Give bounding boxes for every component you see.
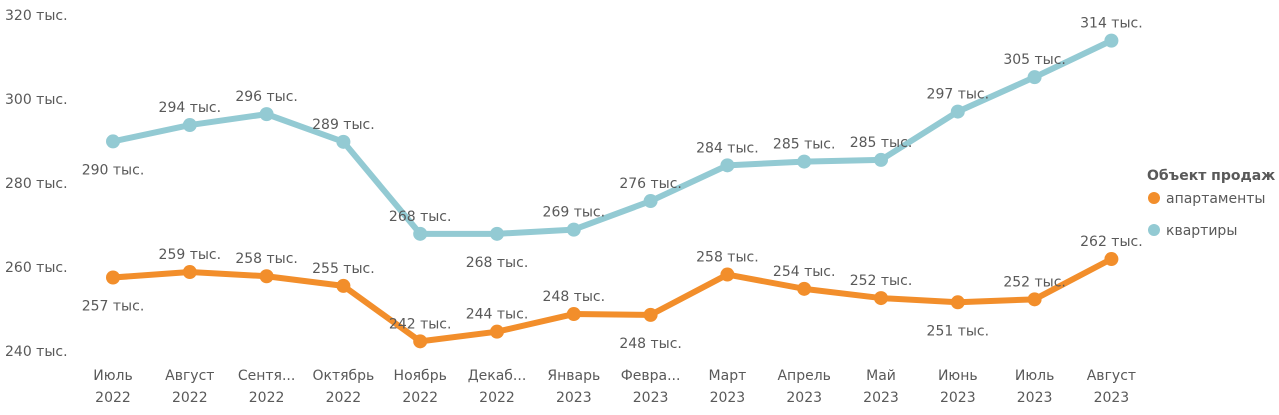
- data-point: [797, 154, 812, 169]
- data-point: [874, 152, 888, 167]
- x-tick-label: Июнь 2023: [938, 368, 978, 406]
- data-point: [1104, 33, 1119, 48]
- x-tick-label: Май 2023: [863, 368, 899, 406]
- data-label: 262 тыс.: [1080, 234, 1143, 250]
- data-point: [259, 269, 274, 284]
- series-line-апартаменты: [110, 256, 1115, 345]
- x-tick-label: Февра... 2023: [621, 368, 681, 406]
- data-point: [874, 291, 888, 306]
- data-label: 268 тыс.: [389, 209, 452, 225]
- data-point: [336, 134, 351, 149]
- data-point: [182, 118, 197, 133]
- data-point: [950, 104, 965, 119]
- data-point: [643, 194, 658, 209]
- data-label: 252 тыс.: [1003, 274, 1066, 290]
- data-label: 314 тыс.: [1080, 16, 1143, 32]
- data-point: [490, 226, 504, 241]
- data-label: 258 тыс.: [235, 251, 298, 267]
- x-tick-label: Ноябрь 2022: [394, 368, 447, 406]
- data-label: 257 тыс.: [82, 299, 145, 315]
- data-point: [1027, 70, 1042, 85]
- data-label: 251 тыс.: [927, 323, 990, 339]
- data-label: 285 тыс.: [773, 137, 836, 153]
- data-point: [797, 281, 812, 296]
- data-label: 294 тыс.: [159, 100, 222, 116]
- series-line-квартиры: [110, 37, 1115, 237]
- data-label: 242 тыс.: [389, 316, 452, 332]
- data-point: [566, 222, 581, 237]
- data-label: 252 тыс.: [850, 273, 913, 289]
- legend-label: апартаменты: [1166, 191, 1265, 207]
- x-tick-label: Март 2023: [709, 368, 747, 406]
- legend-title: Объект продаж: [1147, 168, 1275, 184]
- data-label: 269 тыс.: [543, 205, 606, 221]
- data-point: [720, 267, 735, 282]
- legend-label: квартиры: [1166, 223, 1237, 239]
- x-tick-label: Август 2022: [165, 368, 214, 406]
- data-point: [720, 158, 735, 173]
- data-point: [182, 265, 197, 280]
- data-label: 289 тыс.: [312, 117, 375, 133]
- x-tick-label: Сентя... 2022: [238, 368, 295, 406]
- data-label: 248 тыс.: [543, 289, 606, 305]
- data-label: 254 тыс.: [773, 264, 836, 280]
- data-label: 297 тыс.: [927, 87, 990, 103]
- legend-marker: [1148, 224, 1160, 236]
- y-tick-label: 300 тыс.: [5, 92, 68, 108]
- data-point: [950, 295, 965, 310]
- data-point: [413, 334, 428, 349]
- data-point: [259, 107, 274, 122]
- data-label: 296 тыс.: [235, 89, 298, 105]
- data-label: 305 тыс.: [1003, 52, 1066, 68]
- x-tick-label: Апрель 2023: [777, 368, 830, 406]
- data-label: 255 тыс.: [312, 261, 375, 277]
- x-tick-label: Январь 2023: [547, 368, 600, 406]
- data-label: 248 тыс.: [619, 336, 682, 352]
- y-tick-label: 280 тыс.: [5, 176, 68, 192]
- data-label: 244 тыс.: [466, 307, 529, 323]
- x-tick-label: Декаб... 2022: [468, 368, 527, 406]
- data-point: [566, 307, 581, 322]
- data-point: [106, 134, 120, 149]
- x-tick-label: Октябрь 2022: [312, 368, 374, 406]
- x-tick-label: Август 2023: [1087, 368, 1136, 406]
- y-tick-label: 240 тыс.: [5, 344, 68, 360]
- data-point: [643, 307, 658, 322]
- x-tick-label: Июль 2023: [1015, 368, 1054, 406]
- data-label: 285 тыс.: [850, 135, 913, 151]
- data-label: 284 тыс.: [696, 140, 759, 156]
- data-label: 276 тыс.: [619, 176, 682, 192]
- x-tick-label: Июль 2022: [93, 368, 132, 406]
- data-point: [413, 226, 428, 241]
- data-point: [1027, 292, 1042, 307]
- data-point: [336, 278, 351, 293]
- legend-marker: [1148, 192, 1160, 204]
- data-point: [1104, 252, 1119, 267]
- y-tick-label: 320 тыс.: [5, 8, 68, 24]
- data-label: 259 тыс.: [159, 247, 222, 263]
- data-label: 258 тыс.: [696, 250, 759, 266]
- data-label: 290 тыс.: [82, 162, 145, 178]
- data-label: 268 тыс.: [466, 255, 529, 271]
- data-point: [490, 324, 504, 339]
- y-tick-label: 260 тыс.: [5, 260, 68, 276]
- data-point: [106, 270, 120, 285]
